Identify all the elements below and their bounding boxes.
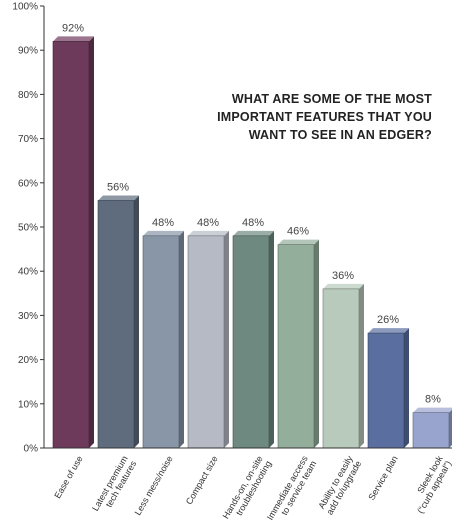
- bar: [277, 244, 315, 449]
- bar-top: [98, 195, 139, 201]
- chart-title-line: WHAT ARE SOME OF THE MOST: [232, 92, 432, 106]
- data-label: 48%: [197, 217, 219, 229]
- chart-title-line: WANT TO SEE IN AN EDGER?: [249, 128, 432, 142]
- data-label: 26%: [377, 314, 399, 326]
- bar: [187, 235, 225, 449]
- x-tick-label: Sleek look(“curb appeal”): [407, 454, 452, 516]
- x-tick-label: Ease of use: [52, 454, 84, 500]
- bar-top: [143, 230, 184, 236]
- y-tick-label: 30%: [18, 311, 38, 322]
- bar-side: [179, 230, 184, 448]
- bar: [97, 200, 135, 449]
- data-label: 92%: [62, 22, 84, 34]
- x-tick-label-line: Less mess/noise: [133, 454, 175, 517]
- bar-top: [368, 328, 409, 334]
- y-tick-label: 50%: [18, 223, 38, 234]
- y-tick-label: 60%: [18, 178, 38, 189]
- bar-top: [233, 230, 274, 236]
- bar: [367, 332, 405, 449]
- bar-side: [134, 195, 139, 448]
- x-tick-label: Ability to easilyadd to/upgrade: [316, 454, 364, 517]
- y-tick-label: 10%: [18, 399, 38, 410]
- data-label: 8%: [425, 394, 441, 406]
- bar-top: [413, 407, 452, 413]
- bar: [142, 235, 180, 449]
- x-tick-label: Service plan: [366, 454, 399, 502]
- bar: [52, 41, 90, 449]
- bar-side: [224, 230, 229, 448]
- data-label: 46%: [287, 226, 309, 238]
- bar: [232, 235, 270, 449]
- x-tick-label-line: Compact size: [184, 454, 220, 506]
- bar-side: [89, 36, 94, 449]
- x-tick-label: Latest premiumtech features: [90, 454, 139, 518]
- y-tick-label: 70%: [18, 134, 38, 145]
- y-tick-label: 20%: [18, 355, 38, 366]
- bar-side: [359, 283, 364, 448]
- bar: [412, 412, 450, 449]
- bar-top: [53, 36, 94, 42]
- x-tick-label-line: Ease of use: [52, 454, 84, 500]
- bar-side: [404, 328, 409, 448]
- bar-top: [278, 239, 319, 245]
- x-tick-label-line: Service plan: [366, 454, 399, 502]
- bar-top: [323, 283, 364, 289]
- y-tick-label: 80%: [18, 90, 38, 101]
- data-label: 36%: [332, 270, 354, 282]
- bar-top: [188, 230, 229, 236]
- x-tick-label: Less mess/noise: [133, 454, 175, 517]
- bar: [322, 288, 360, 449]
- y-tick-label: 40%: [18, 267, 38, 278]
- bar-side: [314, 239, 319, 448]
- data-label: 48%: [152, 217, 174, 229]
- y-tick-label: 90%: [18, 46, 38, 57]
- y-tick-label: 100%: [12, 2, 38, 13]
- y-tick-label: 0%: [24, 444, 39, 455]
- data-label: 56%: [107, 181, 129, 193]
- x-tick-label: Compact size: [184, 454, 220, 506]
- bar-side: [449, 409, 452, 448]
- bar-side: [269, 230, 274, 448]
- data-label: 48%: [242, 217, 264, 229]
- chart-title-line: IMPORTANT FEATURES THAT YOU: [217, 110, 432, 124]
